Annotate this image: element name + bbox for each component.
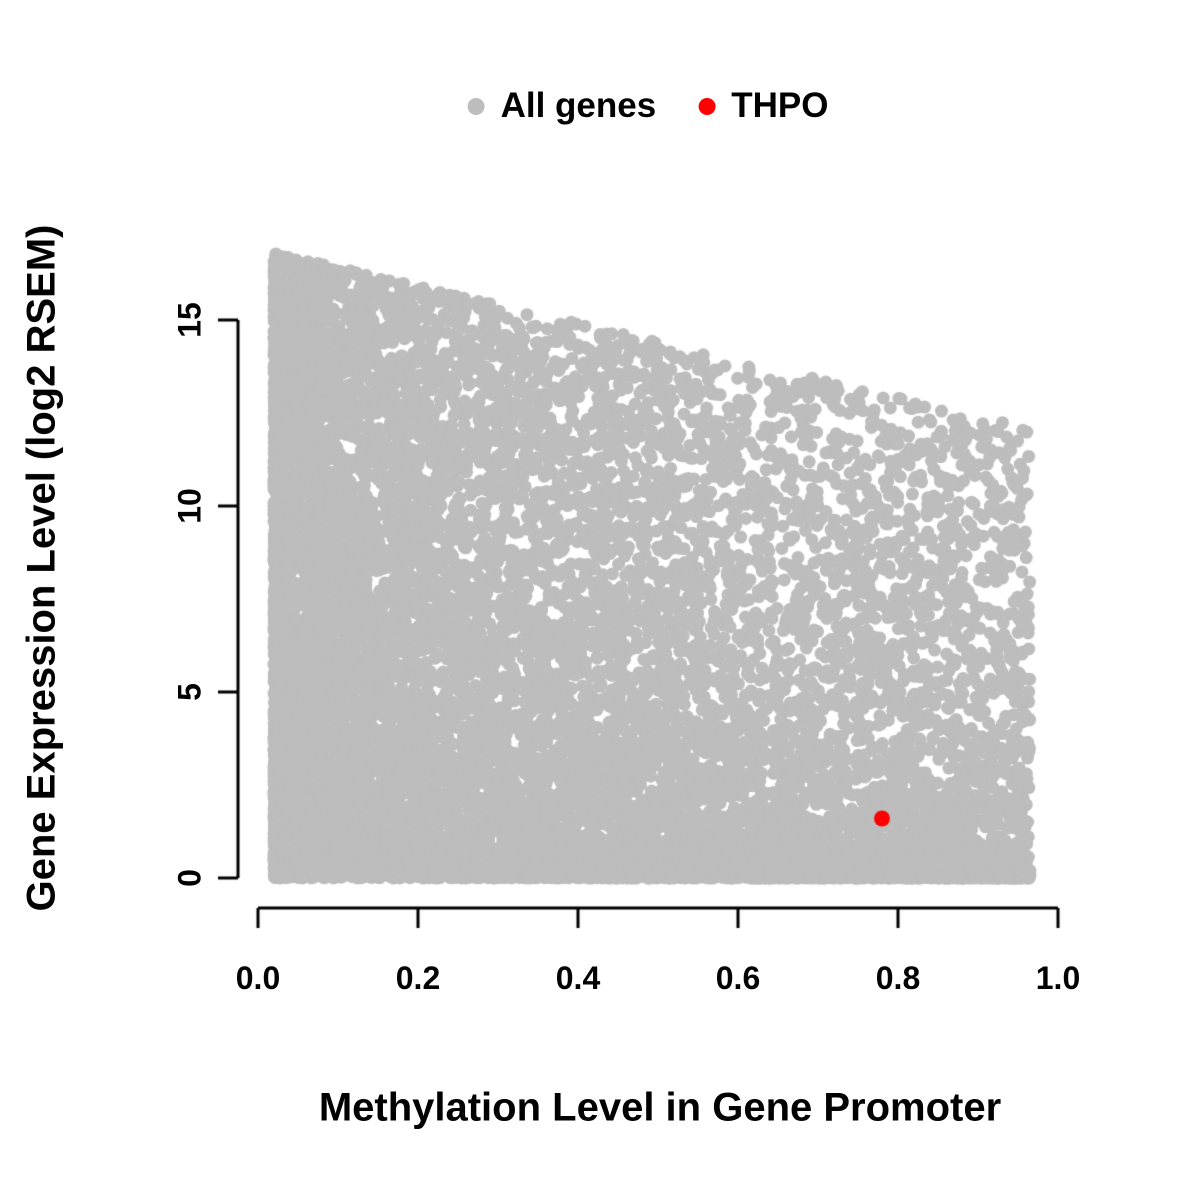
thpo-dot-icon — [698, 97, 716, 115]
x-axis-label: Methylation Level in Gene Promoter — [318, 1085, 1002, 1130]
all-genes-dot-icon — [467, 97, 485, 115]
x-tick-label: 0.8 — [875, 960, 921, 996]
legend-label-thpo: THPO — [731, 86, 829, 125]
y-tick-label: 5 — [171, 683, 208, 701]
x-tick-label: 1.0 — [1035, 960, 1081, 996]
x-tick-label: 0.2 — [395, 960, 441, 996]
y-tick-label: 0 — [171, 869, 208, 887]
legend: All genes THPO — [467, 86, 828, 126]
legend-label-all-genes: All genes — [500, 86, 657, 125]
y-axis-label: Gene Expression Level (log2 RSEM) — [19, 224, 64, 912]
legend-item-thpo: THPO — [698, 86, 828, 126]
x-tick-label: 0.6 — [715, 960, 761, 996]
x-tick-label: 0.0 — [235, 960, 281, 996]
y-tick-label: 15 — [171, 302, 208, 338]
legend-item-all-genes: All genes — [467, 86, 657, 126]
y-tick-label: 10 — [171, 488, 208, 524]
x-tick-label: 0.4 — [555, 960, 601, 996]
